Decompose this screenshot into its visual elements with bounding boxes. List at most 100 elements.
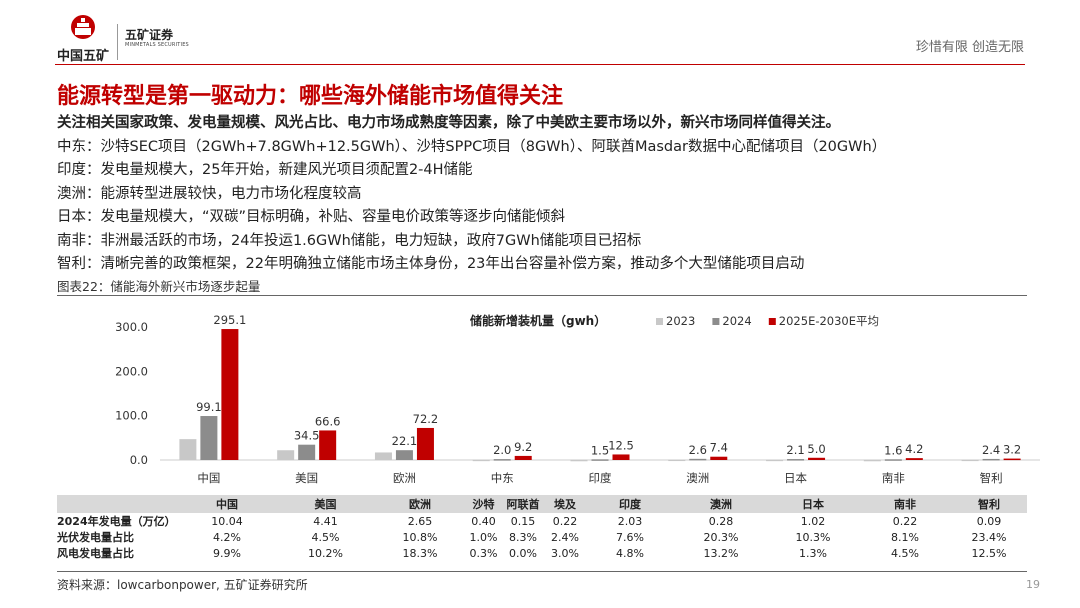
data-label: 72.2 bbox=[413, 412, 439, 426]
table-cell: 4.41 bbox=[313, 514, 338, 528]
logo-divider bbox=[117, 24, 118, 60]
table-row: 风电发电量占比 9.9% 10.2% 18.3% 0.3% 0.0% 3.0% 4.8% 13.… bbox=[57, 545, 1027, 561]
x-tick-label: 中东 bbox=[491, 471, 514, 485]
data-table: 中国 美国 欧洲 沙特 阿联酋 埃及 印度 澳洲 日本 南非 智利 2024年发… bbox=[57, 495, 1027, 561]
bar bbox=[961, 459, 979, 462]
legend-label: 2025E-2030E平均 bbox=[779, 314, 879, 328]
x-tick-label: 美国 bbox=[295, 471, 318, 485]
bar bbox=[472, 459, 490, 462]
data-label: 1.5 bbox=[591, 443, 609, 457]
table-cell: 4.5% bbox=[891, 546, 919, 560]
table-row: 2024年发电量（万亿） 10.04 4.41 2.65 0.40 0.15 0.22 2.0… bbox=[57, 513, 1027, 529]
lead-text: 关注相关国家政策、发电量规模、风光占比、电力市场成熟度等因素，除了中美欧主要市场… bbox=[57, 115, 840, 131]
table-header-india: 印度 bbox=[585, 495, 675, 513]
page-title: 能源转型是第一驱动力：哪些海外储能市场值得关注 bbox=[57, 84, 564, 109]
table-cell: 8.1% bbox=[891, 530, 919, 544]
x-tick-label: 印度 bbox=[589, 471, 612, 485]
table-header-egypt: 埃及 bbox=[545, 495, 585, 513]
page-number: 19 bbox=[1026, 578, 1040, 591]
table-cell: 4.8% bbox=[616, 546, 644, 560]
bar bbox=[863, 459, 881, 462]
x-tick-label: 澳洲 bbox=[686, 471, 709, 485]
body-text: 关注相关国家政策、发电量规模、风光占比、电力市场成熟度等因素，除了中美欧主要市场… bbox=[57, 112, 1017, 277]
bar bbox=[221, 329, 239, 460]
data-label: 5.0 bbox=[807, 442, 825, 456]
bar bbox=[1003, 458, 1021, 461]
bar bbox=[905, 458, 923, 460]
slogan: 珍惜有限 创造无限 bbox=[915, 40, 1024, 55]
x-tick-label: 智利 bbox=[980, 471, 1003, 485]
table-cell: 9.9% bbox=[213, 546, 241, 560]
x-tick-label: 欧洲 bbox=[393, 471, 416, 485]
legend-swatch bbox=[768, 318, 776, 325]
table-cell: 2.65 bbox=[407, 514, 433, 528]
x-tick-label: 中国 bbox=[197, 471, 220, 485]
table-cell: 4.5% bbox=[311, 530, 340, 544]
legend-swatch bbox=[656, 318, 663, 325]
table-cell: 20.3% bbox=[703, 530, 739, 544]
table-header-europe: 欧洲 bbox=[374, 495, 466, 513]
bullet-middle-east: 中东：沙特SEC项目（2GWh+7.8GWh+12.5GWh）、沙特SPPC项目… bbox=[57, 138, 887, 155]
table-row: 光伏发电量占比 4.2% 4.5% 10.8% 1.0% 8.3% 2.4% 7.6% 20.3… bbox=[57, 529, 1027, 545]
bar-chart: 0.0 100.0 200.0 300.0 储能新增装机量（gwh） 2023 2024 20… bbox=[115, 313, 1040, 485]
bullet-japan: 日本：发电量规模大，“双碳”目标明确，补贴、容量电价政策等逐步向储能倾斜 bbox=[57, 209, 566, 225]
table-cell: 0.09 bbox=[976, 514, 1002, 528]
bar bbox=[808, 457, 826, 460]
x-tick-label: 日本 bbox=[784, 471, 807, 485]
bar bbox=[591, 459, 609, 461]
table-row-label: 2024年发电量（万亿） bbox=[57, 515, 176, 528]
table-header-australia: 澳洲 bbox=[675, 495, 767, 513]
bar bbox=[277, 450, 295, 460]
y-tick-label: 0.0 bbox=[130, 453, 148, 467]
table-cell: 10.3% bbox=[795, 530, 831, 544]
data-label: 7.4 bbox=[710, 441, 728, 455]
table-corner-cell bbox=[57, 495, 177, 513]
bar bbox=[514, 455, 532, 460]
bar bbox=[982, 458, 1000, 461]
legend-label: 2024 bbox=[722, 314, 751, 328]
table-cell: 2.4% bbox=[551, 530, 579, 544]
data-label: 3.2 bbox=[1003, 443, 1021, 457]
y-tick-label: 100.0 bbox=[115, 409, 148, 423]
data-label: 4.2 bbox=[905, 442, 923, 456]
table-cell: 0.0% bbox=[509, 546, 537, 560]
minmetals-logo-icon bbox=[71, 15, 95, 39]
legend-swatch bbox=[712, 318, 720, 325]
bar bbox=[395, 450, 413, 460]
table-cell: 10.04 bbox=[211, 514, 243, 528]
bar bbox=[200, 416, 218, 460]
table-cell: 0.3% bbox=[469, 546, 498, 560]
table-header-saudi: 沙特 bbox=[466, 495, 501, 513]
chart-title: 储能新增装机量（gwh） bbox=[470, 313, 606, 328]
bullet-australia: 澳洲：能源转型进展较快，电力市场化程度较高 bbox=[57, 185, 362, 202]
data-label: 12.5 bbox=[608, 438, 634, 452]
table-header-south-africa: 南非 bbox=[859, 495, 951, 513]
table-cell: 10.8% bbox=[402, 530, 438, 544]
table-header-uae: 阿联酋 bbox=[501, 495, 545, 513]
source-note: 资料来源：lowcarbonpower, 五矿证券研究所 bbox=[57, 578, 308, 592]
source-divider bbox=[57, 571, 1027, 572]
bar bbox=[374, 452, 392, 460]
table-cell: 12.5% bbox=[971, 546, 1007, 560]
bar bbox=[612, 454, 630, 460]
table-cell: 0.22 bbox=[552, 514, 578, 528]
table-cell: 8.3% bbox=[509, 530, 537, 544]
y-tick-label: 300.0 bbox=[115, 320, 148, 334]
bullet-india: 印度：发电量规模大，25年开始，新建风光项目须配置2-4H储能 bbox=[57, 162, 473, 178]
bar bbox=[570, 459, 588, 462]
data-label: 9.2 bbox=[514, 440, 532, 454]
table-cell: 18.3% bbox=[402, 546, 438, 560]
bar bbox=[493, 459, 511, 461]
data-label: 2.6 bbox=[689, 443, 707, 457]
table-cell: 2.03 bbox=[617, 514, 643, 528]
table-header-china: 中国 bbox=[177, 495, 277, 513]
table-cell: 1.3% bbox=[799, 546, 827, 560]
table-cell: 1.02 bbox=[800, 514, 826, 528]
table-header-row: 中国 美国 欧洲 沙特 阿联酋 埃及 印度 澳洲 日本 南非 智利 bbox=[57, 495, 1027, 513]
bullet-south-africa: 南非：非洲最活跃的市场，24年投运1.6GWh储能，电力短缺，政府7GWh储能项… bbox=[57, 232, 642, 249]
bar bbox=[319, 430, 337, 460]
bar bbox=[179, 439, 197, 460]
bar bbox=[689, 458, 707, 461]
bar bbox=[766, 459, 784, 462]
x-tick-label: 南非 bbox=[882, 471, 905, 485]
